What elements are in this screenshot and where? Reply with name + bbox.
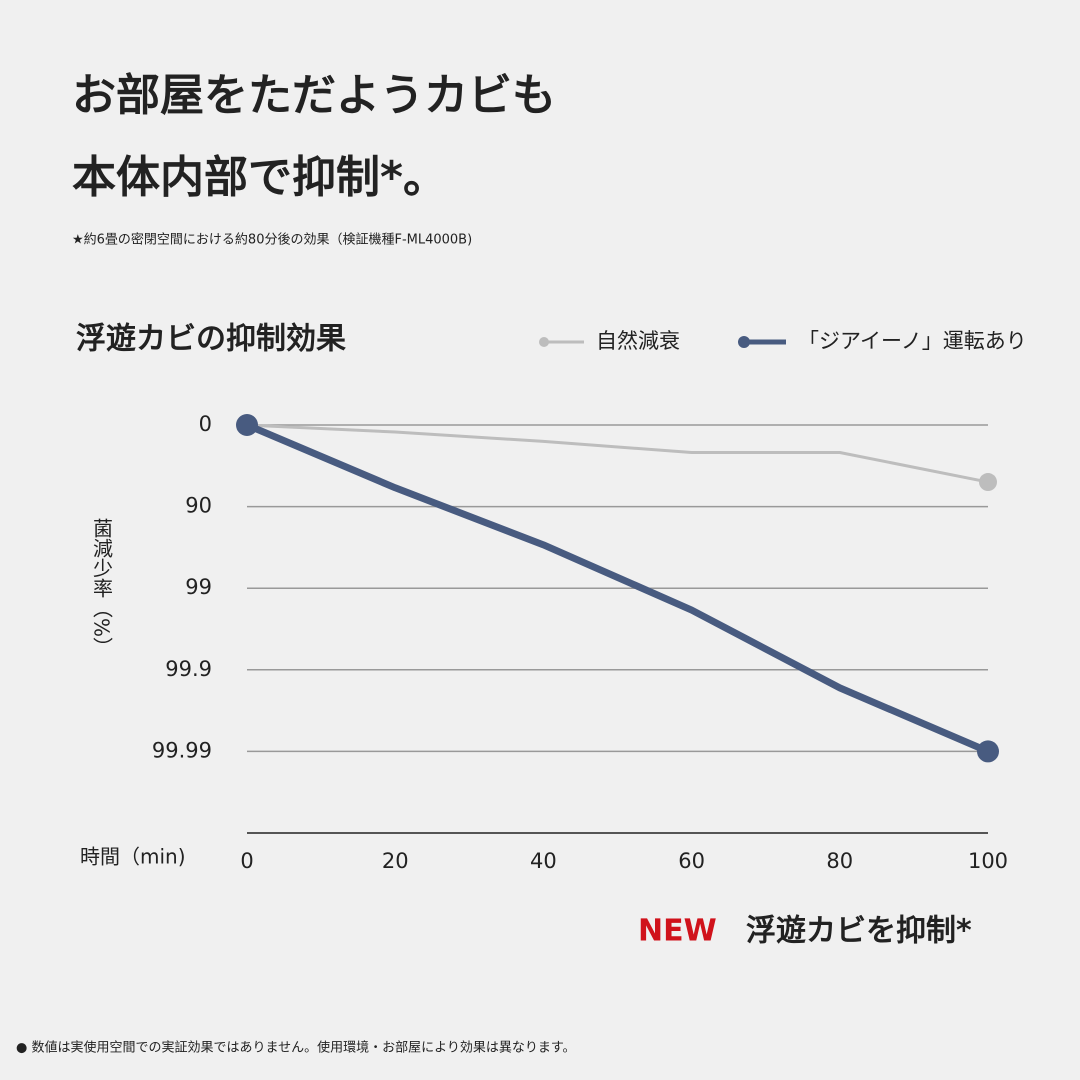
subtitle: ★約6畳の密閉空間における約80分後の効果（検証機種F-ML4000B) [72, 232, 472, 248]
title-line: 本体内部で抑制*。 [72, 152, 447, 203]
x-tick-label: 20 [382, 849, 409, 873]
series-line [246, 423, 989, 484]
y-tick-label: 99.99 [152, 738, 212, 762]
y-tick-label: 99 [185, 575, 212, 599]
x-tick-label: 40 [530, 849, 557, 873]
x-tick-label: 0 [240, 849, 253, 873]
legend-label: 「ジアイーノ」運転あり [798, 329, 1027, 353]
legend-dot [539, 337, 549, 347]
data-point [979, 473, 997, 492]
x-tick-label: 80 [826, 849, 853, 873]
legend-dot [738, 336, 750, 348]
chart-title: 浮遊カビの抑制効果 [76, 322, 346, 357]
new-badge: NEW [638, 914, 717, 949]
legend-label: 自然減衰 [596, 329, 680, 353]
data-point [977, 740, 999, 763]
data-point [236, 414, 258, 436]
title-line: お部屋をただようカビも [72, 70, 556, 121]
x-tick-label: 100 [968, 849, 1008, 873]
y-axis-label: 菌減少率（%） [90, 518, 114, 657]
annotation: 浮遊カビを抑制* [746, 914, 972, 949]
footnote: ● 数値は実使用空間での実証効果ではありません。使用環境・お部屋により効果は異な… [16, 1040, 576, 1056]
x-axis-label: 時間（min) [80, 845, 186, 869]
y-tick-label: 99.9 [165, 657, 212, 681]
x-tick-label: 60 [678, 849, 705, 873]
series-line [245, 421, 990, 755]
y-tick-label: 90 [185, 494, 212, 518]
y-tick-label: 0 [199, 412, 212, 436]
